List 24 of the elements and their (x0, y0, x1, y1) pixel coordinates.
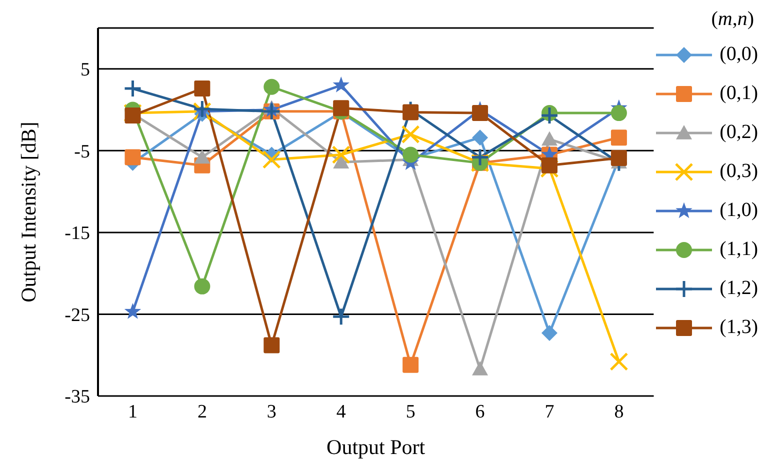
legend-title: (m,n) (710, 8, 755, 31)
legend-label: (1,3) (720, 316, 758, 339)
legend-label: (0,3) (720, 160, 758, 183)
y-axis-title: Output Intensity [dB] (16, 122, 40, 302)
legend-label: (0,0) (720, 43, 758, 66)
x-tick-label: 1 (128, 401, 138, 422)
x-axis-title: Output Port (326, 435, 426, 459)
legend-label: (0,2) (720, 121, 758, 144)
x-tick-label: 4 (336, 401, 346, 422)
x-tick-label: 2 (197, 401, 207, 422)
x-tick-label: 8 (614, 401, 624, 422)
legend-label: (0,1) (720, 82, 758, 105)
y-tick-label: -35 (64, 386, 90, 408)
legend-label: (1,0) (720, 199, 758, 222)
x-tick-label: 6 (475, 401, 485, 422)
y-tick-label: -5 (74, 141, 90, 162)
x-tick-label: 7 (544, 401, 554, 422)
legend-label: (1,2) (720, 277, 758, 300)
y-tick-label: -25 (64, 304, 90, 326)
y-tick-label: 5 (80, 60, 90, 81)
x-tick-label: 5 (406, 401, 416, 422)
x-tick-label: 3 (266, 401, 276, 422)
y-tick-label: -15 (64, 223, 90, 244)
legend-label: (1,1) (720, 238, 758, 261)
